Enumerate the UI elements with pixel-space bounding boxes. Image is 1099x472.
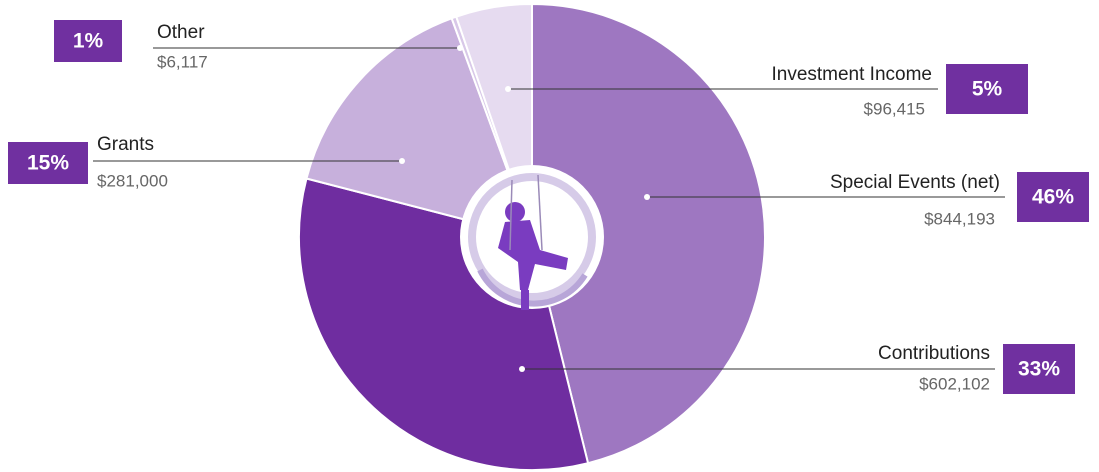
leader-dot [399,158,405,164]
percent-label: 5% [972,78,1003,101]
leader-dot [457,45,463,51]
category-label: Contributions [878,343,990,364]
amount-label: $602,102 [919,374,990,393]
percent-box [946,64,1028,114]
slice [305,17,534,239]
amount-label: $281,000 [97,171,168,190]
percent-label: 46% [1032,186,1074,209]
category-label: Other [157,22,205,43]
percent-box [1017,172,1089,222]
slice [531,2,766,465]
category-label: Grants [97,134,154,155]
amount-label: $844,193 [924,209,995,228]
amount-label: $96,415 [864,99,925,118]
center-figure [498,174,568,310]
percent-label: 15% [27,152,69,175]
percent-box [1003,344,1075,394]
category-label: Special Events (net) [830,172,1000,193]
amount-label: $6,117 [157,52,208,71]
leader-dot [505,86,511,92]
center-ring [468,173,596,301]
percent-label: 1% [73,30,104,53]
slices [298,2,766,471]
percent-box [54,20,122,62]
leader-dot [644,194,650,200]
center-ring-arc [477,268,588,307]
percent-label: 33% [1018,358,1060,381]
category-label: Investment Income [771,64,932,85]
leader-dot [519,366,525,372]
percent-box [8,142,88,184]
